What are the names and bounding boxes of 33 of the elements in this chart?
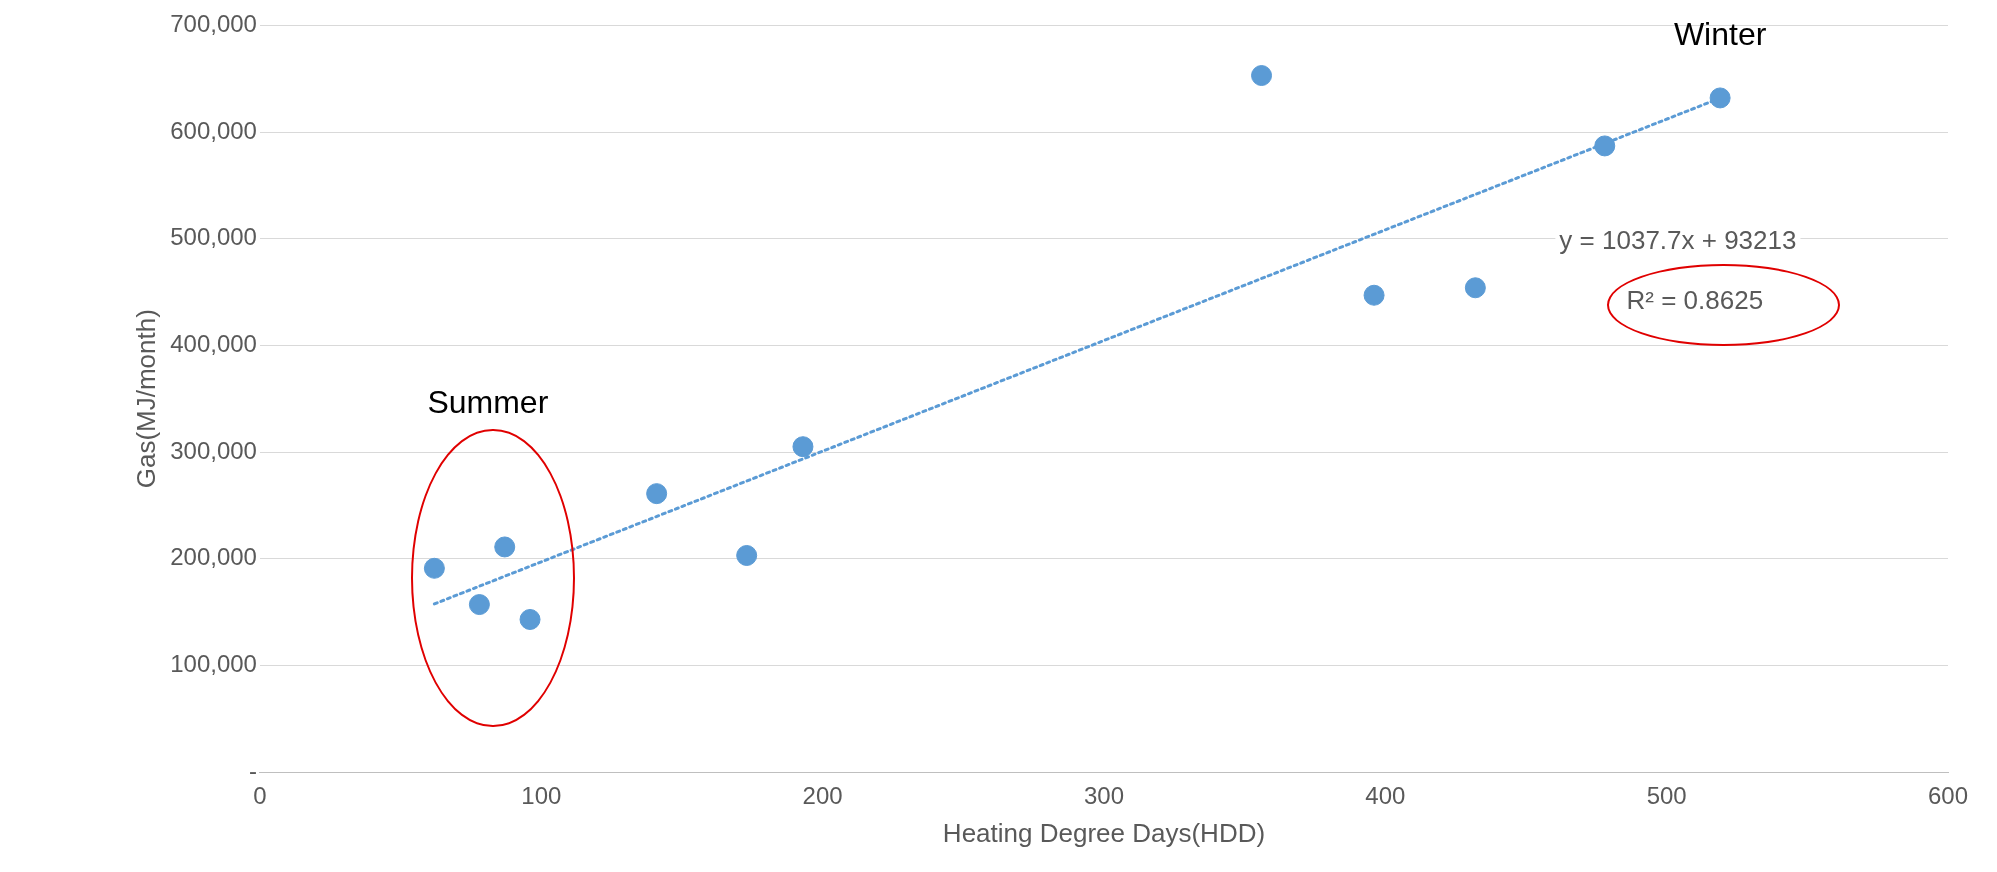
x-tick-label: 200	[802, 782, 843, 810]
point	[646, 483, 668, 505]
point	[519, 608, 541, 630]
y-tick-label: -	[248, 756, 257, 784]
y-tick-label: 300,000	[170, 436, 257, 464]
y-axis-title: Gas(MJ/month)	[130, 309, 161, 489]
y-tick-label: 600,000	[170, 116, 257, 144]
x-tick-label: 0	[253, 782, 267, 810]
point	[423, 557, 445, 579]
point	[1363, 284, 1385, 306]
x-tick-label: 300	[1083, 782, 1124, 810]
x-tick-label: 400	[1365, 782, 1406, 810]
point	[1251, 65, 1273, 87]
point	[1709, 87, 1731, 109]
y-tick-label: 100,000	[170, 649, 257, 677]
y-tick-label: 700,000	[170, 10, 257, 38]
annotation: R² = 0.8625	[1626, 284, 1764, 315]
point	[1464, 277, 1486, 299]
x-axis-title: Heating Degree Days(HDD)	[942, 817, 1266, 848]
point	[1594, 135, 1616, 157]
y-tick-label: 500,000	[170, 223, 257, 251]
x-tick-label: 100	[521, 782, 562, 810]
annotation: Summer	[427, 383, 549, 420]
point	[736, 544, 758, 566]
x-tick-label: 600	[1927, 782, 1969, 810]
point	[792, 436, 814, 458]
y-tick-label: 400,000	[170, 330, 257, 357]
x-tick-label: 500	[1646, 782, 1687, 810]
point	[468, 594, 490, 616]
y-tick-label: 200,000	[170, 543, 257, 571]
point	[494, 536, 516, 558]
annotation: Winter	[1673, 15, 1767, 52]
annotation: y = 1037.7x + 93213	[1559, 225, 1797, 256]
